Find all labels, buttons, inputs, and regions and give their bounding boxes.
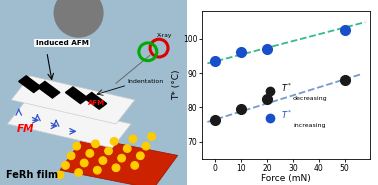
Point [212,60,218,63]
Point [264,97,270,100]
Circle shape [142,142,150,150]
Circle shape [99,157,107,164]
Circle shape [67,152,75,159]
Y-axis label: T* (°C): T* (°C) [172,70,181,100]
Point [342,78,348,81]
Circle shape [62,162,69,169]
Text: FeRh film: FeRh film [6,170,57,180]
Polygon shape [65,87,88,104]
Circle shape [81,159,88,167]
Point [264,48,270,51]
Circle shape [86,150,94,157]
X-axis label: Force (mN): Force (mN) [262,174,311,183]
Circle shape [110,138,118,145]
Text: AFM: AFM [88,100,105,105]
Polygon shape [19,76,41,92]
Circle shape [136,152,144,159]
Polygon shape [8,100,131,148]
Text: FM: FM [17,124,34,134]
Point [238,108,244,111]
Text: decreasing: decreasing [293,96,328,101]
Polygon shape [84,92,107,109]
Circle shape [131,162,138,169]
Circle shape [75,169,82,176]
Point [238,51,244,54]
Polygon shape [11,76,135,124]
Circle shape [112,164,120,171]
Polygon shape [60,137,178,185]
Circle shape [124,145,131,152]
Circle shape [148,133,155,140]
Circle shape [92,140,99,147]
Circle shape [129,135,136,143]
Text: Indentation: Indentation [127,79,163,84]
Circle shape [93,166,101,174]
Circle shape [56,171,64,179]
Circle shape [73,142,81,150]
Text: Induced AFM: Induced AFM [36,40,88,46]
Circle shape [118,154,125,162]
Text: $T^*$: $T^*$ [281,82,293,94]
Text: $T^*$: $T^*$ [281,108,293,121]
Circle shape [105,147,112,155]
Circle shape [54,0,103,37]
Text: increasing: increasing [293,122,325,128]
Polygon shape [37,81,60,98]
Point [212,118,218,121]
Text: X-ray: X-ray [157,33,172,38]
Point [342,28,348,31]
